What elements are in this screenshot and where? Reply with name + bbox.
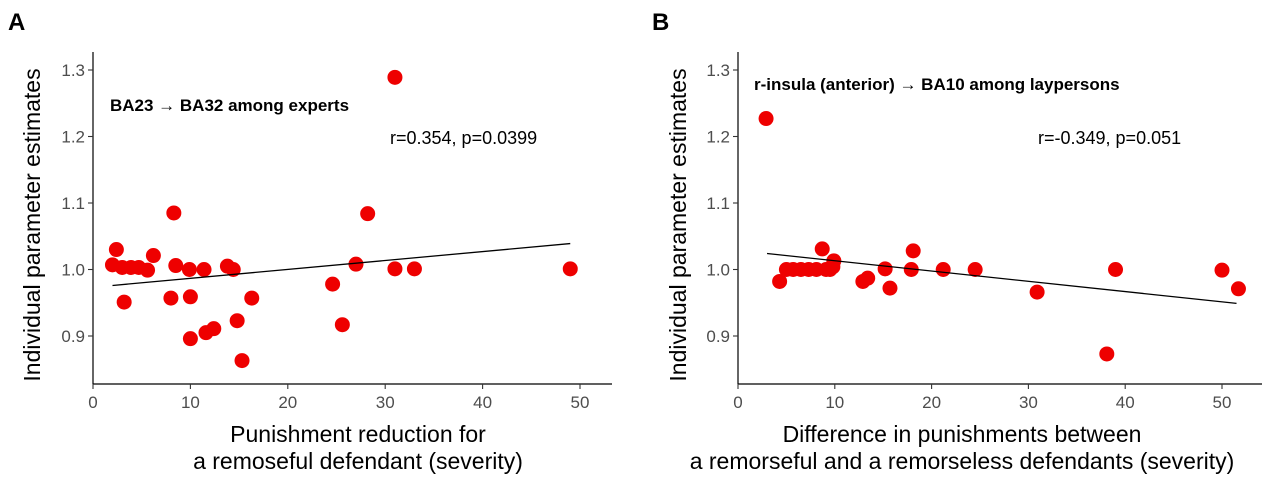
panel-b-data-point — [860, 270, 876, 286]
panel-b-x-tick-label: 50 — [1213, 393, 1232, 412]
panel-a-x-tick-label: 30 — [376, 393, 395, 412]
panel-b-y-axis-title: Individual parameter estimates — [665, 68, 691, 381]
panel-b-x-tick-label: 40 — [1116, 393, 1135, 412]
panel-a-data-point — [387, 69, 403, 85]
panel-a-data-point — [168, 258, 184, 274]
panel-a-x-tick-label: 40 — [473, 393, 492, 412]
panel-a-data-point — [163, 290, 179, 306]
panel-a-data-point — [244, 290, 260, 306]
panel-a-data-point — [234, 353, 250, 369]
panel-a-data-point — [325, 276, 341, 292]
panel-a-annotation: BA23 → BA32 among experts — [110, 96, 349, 115]
panel-b-data-point — [1108, 262, 1124, 277]
panel-a-x-tick-label: 0 — [88, 393, 97, 412]
panel-a-y-tick-label: 0.9 — [61, 327, 85, 346]
panel-a-x-axis-title-line2: a remoseful defendant (severity) — [193, 448, 523, 474]
panel-a-y-tick-label: 1.0 — [61, 261, 85, 280]
panel-a-x-axis-title-line1: Punishment reduction for — [230, 421, 486, 447]
panel-a-data-point — [225, 262, 241, 277]
panel-a: A BA23 → BA32 among experts r=0.354, p=0… — [8, 9, 612, 474]
panel-b-x-tick-label: 20 — [922, 393, 941, 412]
panel-b-data-point — [1214, 262, 1230, 278]
panel-b-data-point — [772, 273, 788, 289]
panel-b-annotation: r-insula (anterior) → BA10 among laypers… — [754, 75, 1120, 94]
panel-b-x-tick-label: 10 — [825, 393, 844, 412]
panel-a-stat: r=0.354, p=0.0399 — [390, 128, 537, 148]
panel-a-data-point — [196, 262, 212, 277]
panel-a-data-point — [116, 294, 132, 310]
panel-a-data-point — [181, 262, 197, 277]
panel-b-data-point — [825, 259, 841, 275]
panel-b-data-point — [1099, 346, 1115, 362]
panel-a-x-tick-label: 20 — [278, 393, 297, 412]
panel-b-fit-line — [766, 252, 1237, 305]
panel-b-y-tick-label: 1.2 — [706, 128, 730, 147]
panel-b-data-point — [1230, 281, 1246, 297]
panel-a-data-point — [182, 289, 198, 305]
panel-a-data-point — [182, 331, 198, 347]
panel-a-data-point — [166, 205, 182, 221]
panel-b-letter: B — [652, 9, 669, 36]
panel-b-x-axis-title-line2: a remorseful and a remorseless defendant… — [690, 448, 1235, 474]
panel-b-x-axis-title-line1: Difference in punishments between — [783, 421, 1142, 447]
panel-a-data-point — [145, 248, 161, 264]
panel-a-data-point — [360, 206, 376, 222]
panel-b-x-tick-label: 30 — [1019, 393, 1038, 412]
panel-a-data-point — [406, 261, 422, 277]
panel-a-y-tick-label: 1.2 — [61, 128, 85, 147]
panel-a-data-point — [140, 262, 156, 278]
panel-a-letter: A — [8, 9, 25, 36]
panel-a-data-point — [562, 261, 578, 277]
panel-b-data-point — [877, 261, 893, 277]
panel-b-x-tick-label: 0 — [733, 393, 742, 412]
panel-b-data-point — [905, 243, 921, 259]
panel-a-data-point — [348, 256, 364, 272]
panel-b-data-point — [882, 280, 898, 296]
panel-b-y-tick-label: 1.3 — [706, 61, 730, 80]
panel-b-data-point — [935, 262, 951, 277]
panel-a-y-axis-title: Individual parameter estimates — [19, 68, 45, 381]
panel-a-data-point — [229, 313, 245, 329]
panel-a-data-point — [108, 242, 124, 258]
panel-b-data-point — [1029, 284, 1045, 300]
panel-a-fit-line — [112, 242, 571, 287]
panel-a-data-point — [334, 317, 350, 333]
panel-a-x-tick-label: 50 — [571, 393, 590, 412]
panel-b: B r-insula (anterior) → BA10 among laype… — [652, 9, 1262, 474]
panel-b-y-tick-label: 0.9 — [706, 327, 730, 346]
panel-b-data-point — [967, 262, 983, 277]
panel-b-data-point — [758, 111, 774, 127]
panel-a-x-tick-label: 10 — [181, 393, 200, 412]
panel-a-y-tick-label: 1.1 — [61, 194, 85, 213]
panel-a-y-tick-label: 1.3 — [61, 61, 85, 80]
panel-b-stat: r=-0.349, p=0.051 — [1038, 128, 1181, 148]
panel-a-data-point — [206, 321, 222, 337]
panel-b-y-tick-label: 1.1 — [706, 194, 730, 213]
panel-b-y-tick-label: 1.0 — [706, 261, 730, 280]
panel-b-data-point — [814, 241, 830, 257]
panel-a-data-point — [387, 261, 403, 277]
